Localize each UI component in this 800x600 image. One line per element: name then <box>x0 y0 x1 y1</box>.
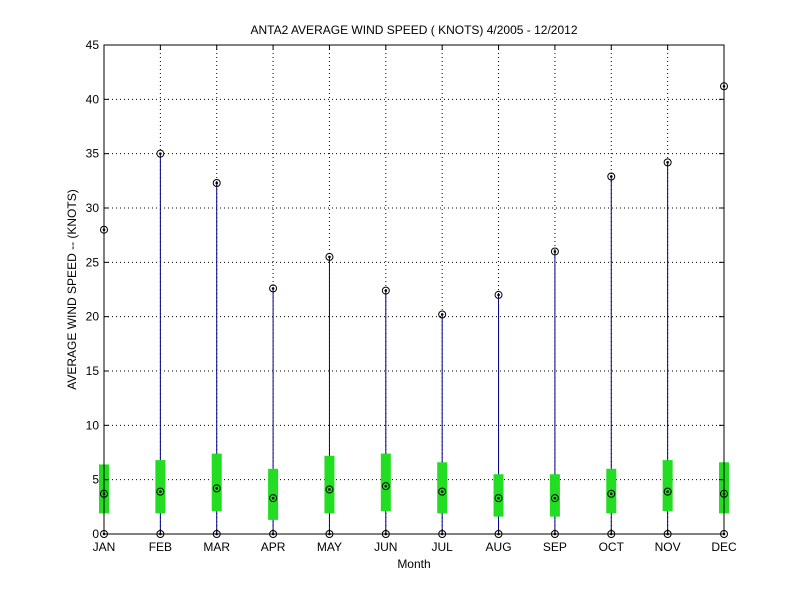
median-marker-dot-feb <box>159 490 162 493</box>
median-marker-mar <box>212 484 221 493</box>
x-tick-label-sep: SEP <box>543 540 567 554</box>
median-marker-dot-jul <box>440 490 444 493</box>
y-tick-label: 15 <box>86 364 100 378</box>
x-tick-label-jul: JUL <box>432 540 454 554</box>
median-marker-jul <box>438 487 447 496</box>
y-tick-label: 25 <box>86 255 100 269</box>
y-tick-label: 10 <box>86 418 100 432</box>
max-marker-dot-apr <box>271 287 275 290</box>
max-marker-dot-jul <box>440 313 444 316</box>
max-marker-dot-oct <box>609 175 613 178</box>
x-tick-label-jan: JAN <box>93 540 116 554</box>
x-tick-label-aug: AUG <box>486 540 512 554</box>
max-marker-feb <box>156 149 165 158</box>
median-marker-oct <box>607 489 616 498</box>
max-marker-apr <box>269 284 278 293</box>
median-marker-dot-sep <box>553 496 557 500</box>
iqr-box-sep <box>549 474 560 517</box>
max-marker-dot-aug <box>497 293 500 297</box>
max-marker-jul <box>438 310 447 319</box>
iqr-box-mar <box>211 453 222 512</box>
y-tick-label: 45 <box>86 38 100 52</box>
plot-frame <box>103 44 725 535</box>
median-marker-aug <box>494 494 503 503</box>
median-marker-sep <box>550 494 559 503</box>
median-marker-jun <box>381 482 390 491</box>
x-tick-label-oct: OCT <box>599 540 625 554</box>
max-marker-aug <box>494 290 503 299</box>
y-tick-label: 35 <box>86 147 100 161</box>
plot-series <box>99 82 729 538</box>
median-marker-dot-jun <box>384 484 388 488</box>
y-axis-title: AVERAGE WIND SPEED -- (KNOTS) <box>65 189 79 389</box>
max-marker-dot-may <box>328 255 331 259</box>
iqr-box-aug <box>493 474 504 517</box>
median-marker-nov <box>663 487 672 496</box>
max-marker-sep <box>550 247 559 256</box>
y-tick-label: 0 <box>92 527 99 541</box>
median-marker-apr <box>269 494 278 503</box>
axes: 0 5 10 15 20 25 30 35 40 45 JAN FEB MAR APR MAY JUN JUL A… <box>86 38 737 554</box>
median-marker-dot-apr <box>271 496 275 500</box>
median-marker-dot-oct <box>609 492 613 496</box>
max-marker-dot-sep <box>553 250 557 253</box>
max-marker-oct <box>607 172 616 181</box>
median-marker-dot-nov <box>666 490 669 493</box>
median-marker-dot-aug <box>497 496 500 500</box>
iqr-box-feb <box>155 460 166 514</box>
median-marker-feb <box>156 487 165 496</box>
x-axis-title: Month <box>397 557 430 571</box>
median-marker-dot-may <box>328 488 331 491</box>
max-marker-dot-feb <box>159 152 162 155</box>
y-tick-label: 40 <box>86 92 100 106</box>
iqr-box-nov <box>662 460 673 512</box>
max-marker-mar <box>212 179 221 188</box>
iqr-box-may <box>324 455 335 514</box>
max-marker-may <box>325 252 334 261</box>
x-tick-label-nov: NOV <box>655 540 681 554</box>
x-tick-label-mar: MAR <box>203 540 230 554</box>
chart-title: ANTA2 AVERAGE WIND SPEED ( KNOTS) 4/2005… <box>250 23 577 37</box>
max-marker-dot-mar <box>215 181 219 185</box>
median-marker-dot-mar <box>215 487 219 490</box>
y-tick-label: 5 <box>92 473 99 487</box>
median-marker-may <box>325 485 334 494</box>
x-tick-label-feb: FEB <box>149 540 172 554</box>
x-tick-label-may: MAY <box>317 540 342 554</box>
max-marker-nov <box>663 158 672 167</box>
max-marker-dot-jun <box>384 289 388 292</box>
y-tick-label: 20 <box>86 310 100 324</box>
grid-lines <box>104 45 724 534</box>
iqr-box-oct <box>606 468 617 514</box>
max-marker-dot-nov <box>666 161 669 164</box>
y-tick-label: 30 <box>86 201 100 215</box>
x-tick-label-apr: APR <box>261 540 286 554</box>
x-tick-label-dec: DEC <box>711 540 737 554</box>
x-tick-label-jun: JUN <box>374 540 397 554</box>
max-marker-jun <box>381 286 390 295</box>
